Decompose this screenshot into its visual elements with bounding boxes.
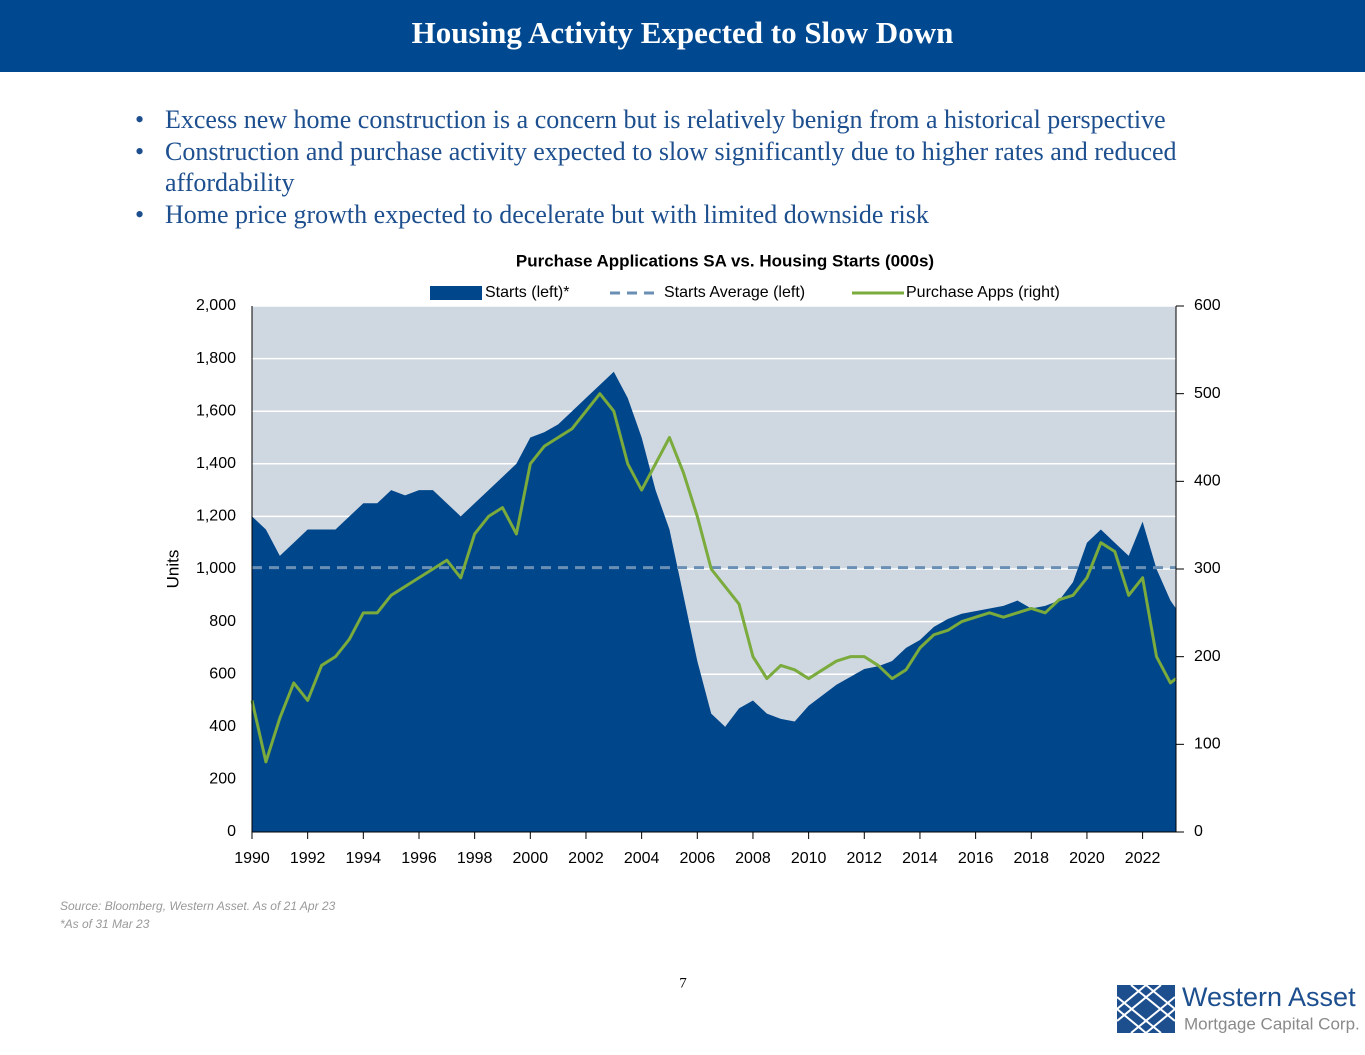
y-label: Units <box>163 550 182 589</box>
page-number: 7 <box>679 975 687 991</box>
y-tick-label: 800 <box>209 613 236 630</box>
y-tick-label: 600 <box>209 665 236 682</box>
logo: Western Asset Mortgage Capital Corp. <box>1115 982 1360 1035</box>
y-tick-label: 1,000 <box>196 560 236 577</box>
x-tick-label: 2014 <box>902 850 938 867</box>
bullet: Construction and purchase activity expec… <box>135 136 1177 168</box>
area <box>252 371 1176 832</box>
y2-tick-label: 400 <box>1194 473 1221 490</box>
y-tick-label: 200 <box>209 771 236 788</box>
plot-area <box>252 306 1176 832</box>
x-tick-label: 2006 <box>680 850 716 867</box>
y-tick-label: 1,600 <box>196 402 236 419</box>
bullet: Home price growth expected to decelerate… <box>135 199 1177 231</box>
x-tick-label: 2010 <box>791 850 827 867</box>
legend-label: Purchase Apps (right) <box>906 284 1060 301</box>
legend-label: Starts (left)* <box>485 284 569 301</box>
bullets: Excess new home construction is a concer… <box>135 104 1177 230</box>
y-tick-label: 0 <box>227 823 236 840</box>
y-tick-label: 2,000 <box>196 297 236 314</box>
x-tick-label: 2000 <box>513 850 549 867</box>
x-tick-label: 2012 <box>846 850 882 867</box>
y-tick-label: 1,400 <box>196 455 236 472</box>
x-tick-label: 2020 <box>1069 850 1105 867</box>
line <box>250 392 1177 764</box>
y2-tick-label: 300 <box>1194 560 1221 577</box>
x-tick-label: 2002 <box>568 850 604 867</box>
x-tick-label: 1996 <box>401 850 437 867</box>
footnote: *As of 31 Mar 23 <box>60 917 150 931</box>
y2-tick-label: 600 <box>1194 297 1221 314</box>
y2-tick-label: 0 <box>1194 823 1203 840</box>
header: Housing Activity Expected to Slow Down <box>0 0 1365 72</box>
x-tick-label: 2016 <box>958 850 994 867</box>
legend-swatch <box>430 286 482 300</box>
y2-tick-label: 200 <box>1194 648 1221 665</box>
x-tick-label: 2008 <box>735 850 771 867</box>
legend-label: Starts Average (left) <box>664 284 805 301</box>
title: Housing Activity Expected to Slow Down <box>411 15 954 50</box>
logo-subtitle: Mortgage Capital Corp. <box>1184 1014 1360 1033</box>
x-tick-label: 1998 <box>457 850 493 867</box>
y-tick-label: 1,200 <box>196 508 236 525</box>
y-tick-label: 400 <box>209 718 236 735</box>
y2-tick-label: 100 <box>1194 736 1221 753</box>
bullet: Excess new home construction is a concer… <box>135 104 1177 136</box>
chart-title: Purchase Applications SA vs. Housing Sta… <box>516 251 934 270</box>
y-tick-label: 1,800 <box>196 350 236 367</box>
bullet-cont: affordability <box>165 168 295 197</box>
logo-mark <box>1117 985 1175 1033</box>
logo-name: Western Asset <box>1182 982 1356 1012</box>
x-tick-label: 2018 <box>1013 850 1049 867</box>
x-tick-label: 1990 <box>234 850 270 867</box>
x-tick-label: 1992 <box>290 850 326 867</box>
logo-pattern <box>1115 983 1177 1035</box>
x-tick-label: 1994 <box>346 850 382 867</box>
footnote: Source: Bloomberg, Western Asset. As of … <box>60 899 336 913</box>
x-tick-label: 2004 <box>624 850 660 867</box>
y2-tick-label: 500 <box>1194 385 1221 402</box>
x-tick-label: 2022 <box>1125 850 1161 867</box>
